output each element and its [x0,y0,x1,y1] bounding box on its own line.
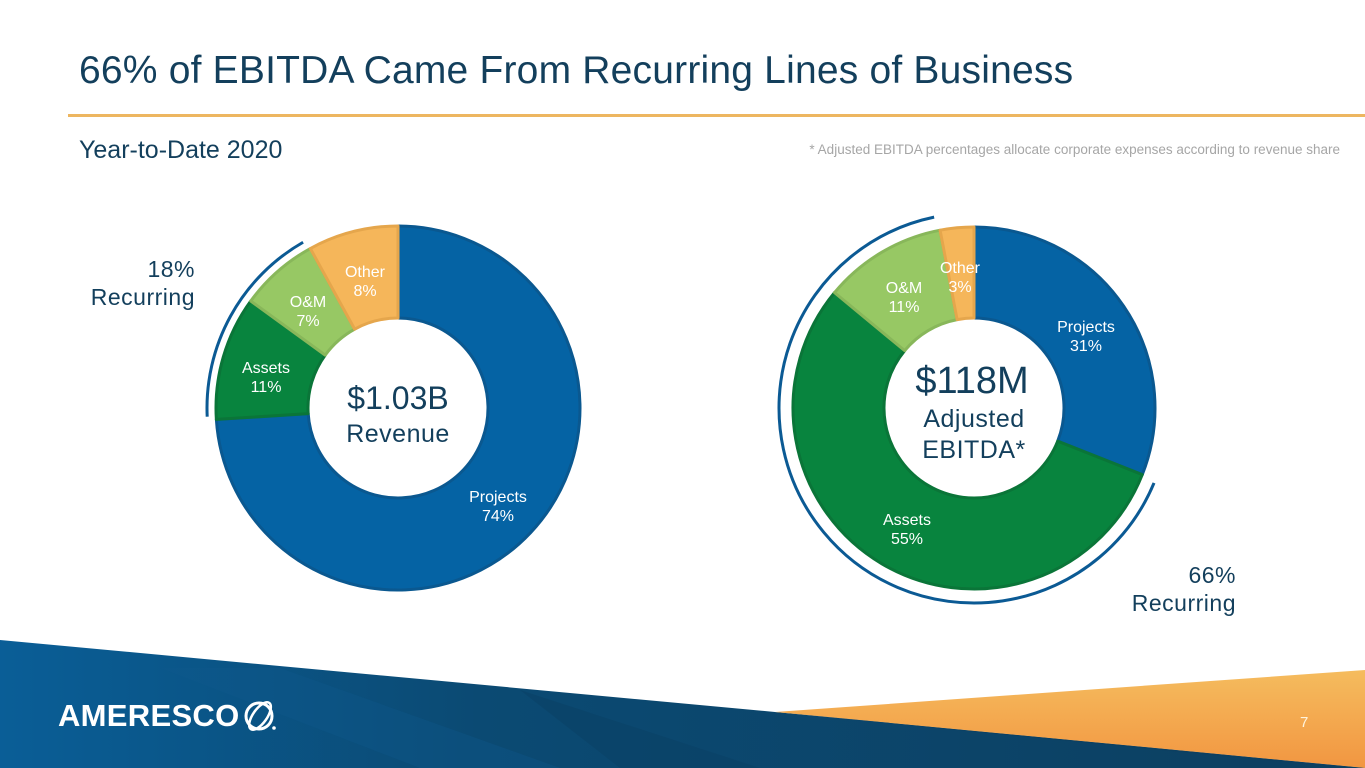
recurring-label: Recurring [1131,590,1236,616]
recurring-callout-ebitda: 66% Recurring [1132,561,1236,617]
donut-charts: Projects 74% Assets 11% O&M 7% Other 8% Project… [205,215,1157,605]
slice-label-category: Assets [242,360,290,377]
slice-label-category: Other [940,260,981,277]
revenue-center-value: $1.03B [347,380,448,416]
donut-slice-projects [214,224,582,592]
donut-slice-assets [791,291,1144,591]
logo-orbit-icon [244,701,276,731]
logo-text: AMERESCO [58,698,240,733]
slice-label-value: 11% [251,379,282,396]
ebitda-center-value: $118M [915,360,1028,402]
slice-label-value: 8% [353,283,376,300]
recurring-bracket-arc [205,240,304,417]
slide-subtitle: Year-to-Date 2020 [79,136,283,164]
ebitda-donut-chart: Projects 31% Assets 55% O&M 11% Other 3% [777,215,1157,605]
title-divider [68,114,1365,117]
slide-title: 66% of EBITDA Came From Recurring Lines … [79,49,1074,92]
banner-orange [775,670,1365,768]
banner-blue-edge [775,712,1365,768]
banner-facet [520,690,760,768]
recurring-label: Recurring [90,284,195,310]
slice-label-category: O&M [290,294,326,311]
slice-label-value: 7% [296,313,319,330]
slice-label-category: O&M [886,280,922,297]
banner-facet [160,668,560,768]
recurring-value: 18% [147,256,195,282]
slice-label-value: 3% [948,279,971,296]
revenue-center-label: Revenue [346,420,450,448]
donut-slice-other [308,224,400,331]
page-number: 7 [1300,714,1309,731]
recurring-value: 66% [1188,562,1236,588]
donut-slice-projects [972,225,1157,477]
recurring-bracket-arc [777,215,1156,605]
revenue-donut-chart: Projects 74% Assets 11% O&M 7% Other 8% [205,224,582,592]
slice-label-value: 11% [889,299,920,316]
ameresco-logo: AMERESCO [58,696,280,736]
footnote: * Adjusted EBITDA percentages allocate c… [809,142,1340,157]
ebitda-center-label-line2: EBITDA* [922,436,1026,464]
slice-label-category: Projects [1057,319,1115,336]
slice-label-category: Assets [883,512,931,529]
donut-slice-other [938,225,976,322]
ebitda-center-label-line1: Adjusted [923,405,1024,433]
slice-label-category: Other [345,264,386,281]
slice-label-value: 74% [482,508,514,525]
slice-label-category: Projects [469,489,527,506]
recurring-callout-revenue: 18% Recurring [91,255,195,311]
slice-label-value: 31% [1070,338,1102,355]
slice-label-value: 55% [891,531,923,548]
